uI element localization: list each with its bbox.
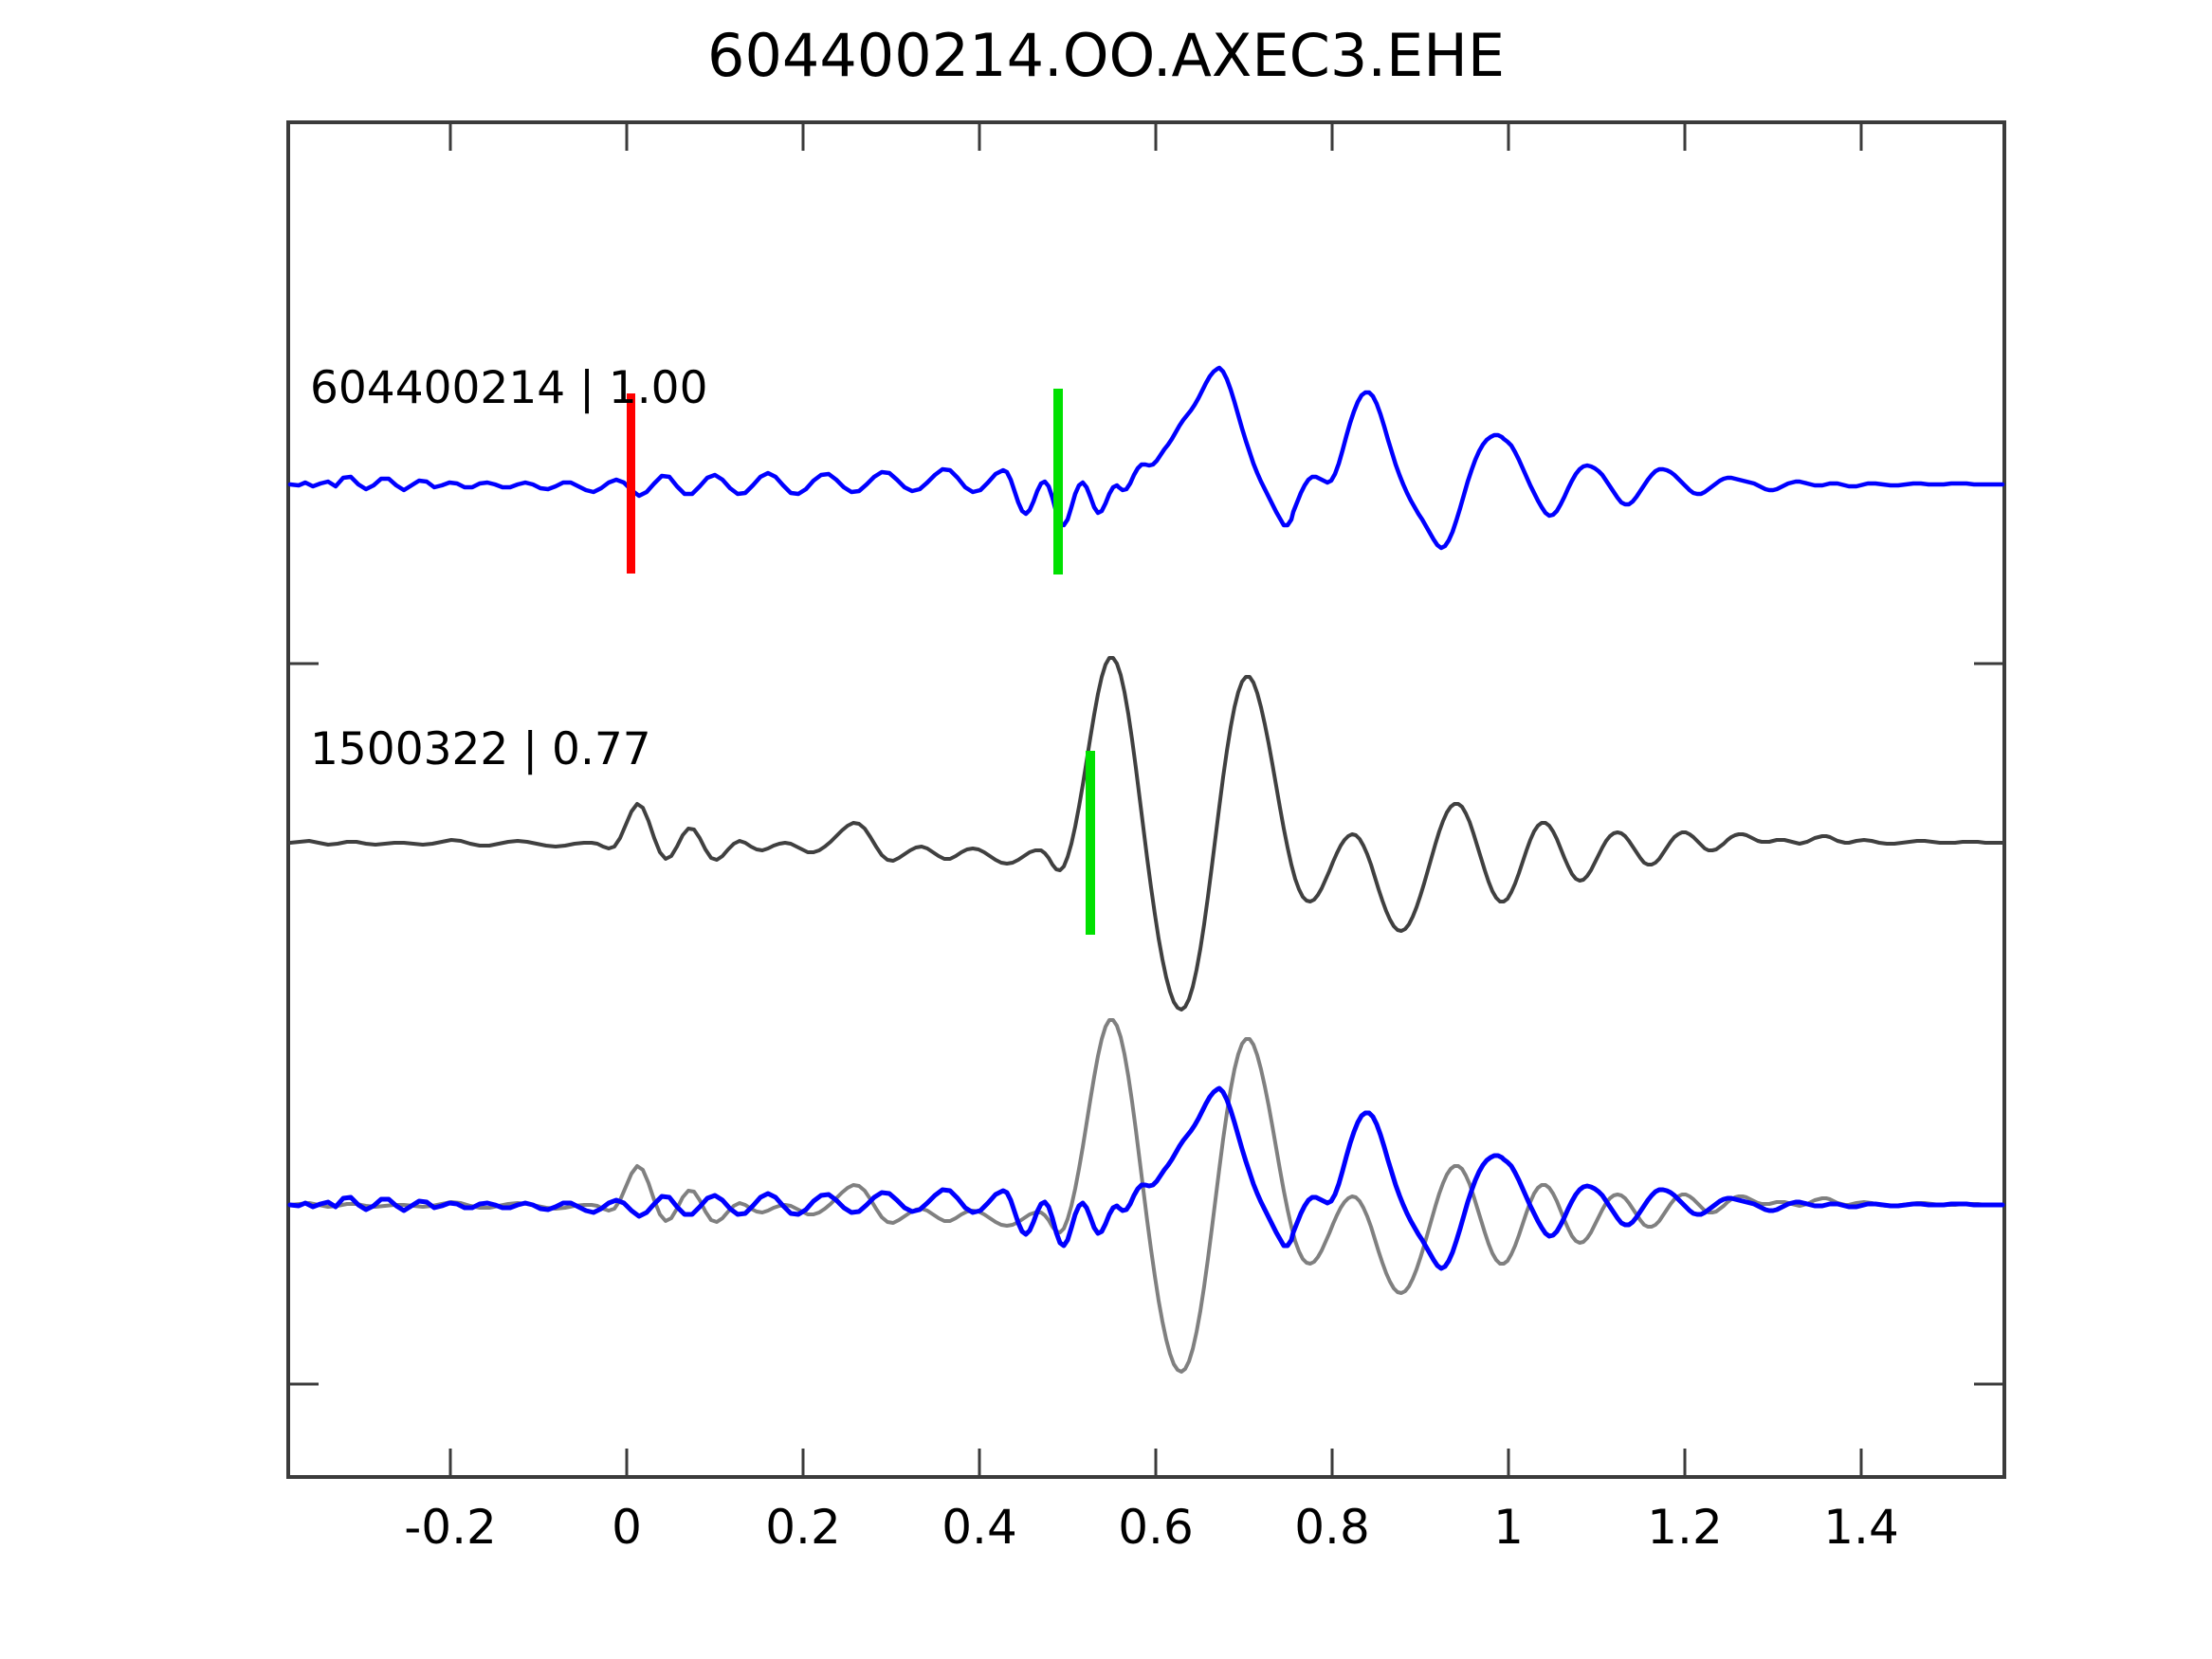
x-tick-label: 0.4 bbox=[941, 1500, 1017, 1555]
template-waveform-path bbox=[287, 365, 2005, 551]
overlay-blue-waveform-path bbox=[287, 1085, 2005, 1271]
x-tick-label: -0.2 bbox=[404, 1500, 497, 1555]
template-trace-label: 604400214 | 1.00 bbox=[310, 362, 708, 414]
page-title: 604400214.OO.AXEC3.EHE bbox=[707, 21, 1505, 90]
x-tick-label: 1 bbox=[1493, 1500, 1524, 1555]
y-axis-ticks bbox=[288, 662, 2004, 1386]
x-tick-label: 0.6 bbox=[1118, 1500, 1194, 1555]
green-pick-marker-top[interactable] bbox=[1053, 389, 1063, 574]
green-pick-marker-middle[interactable] bbox=[1086, 751, 1095, 935]
overlay-gray-waveform-path bbox=[288, 1018, 2004, 1374]
plot-frame bbox=[286, 120, 2006, 1479]
x-tick-label: 1.4 bbox=[1823, 1500, 1899, 1555]
x-axis-ticks bbox=[448, 122, 1863, 1477]
detection-waveform-path bbox=[288, 656, 2004, 1012]
x-tick-label: 0.2 bbox=[765, 1500, 841, 1555]
x-tick-labels: -0.2 0 0.2 0.4 0.6 0.8 1 1.2 1.4 bbox=[404, 1500, 1899, 1555]
x-tick-label: 0 bbox=[612, 1500, 642, 1555]
x-tick-label: 0.8 bbox=[1294, 1500, 1370, 1555]
detection-trace-label: 1500322 | 0.77 bbox=[310, 723, 651, 775]
red-pick-marker[interactable] bbox=[627, 393, 635, 574]
x-tick-label: 1.2 bbox=[1647, 1500, 1723, 1555]
